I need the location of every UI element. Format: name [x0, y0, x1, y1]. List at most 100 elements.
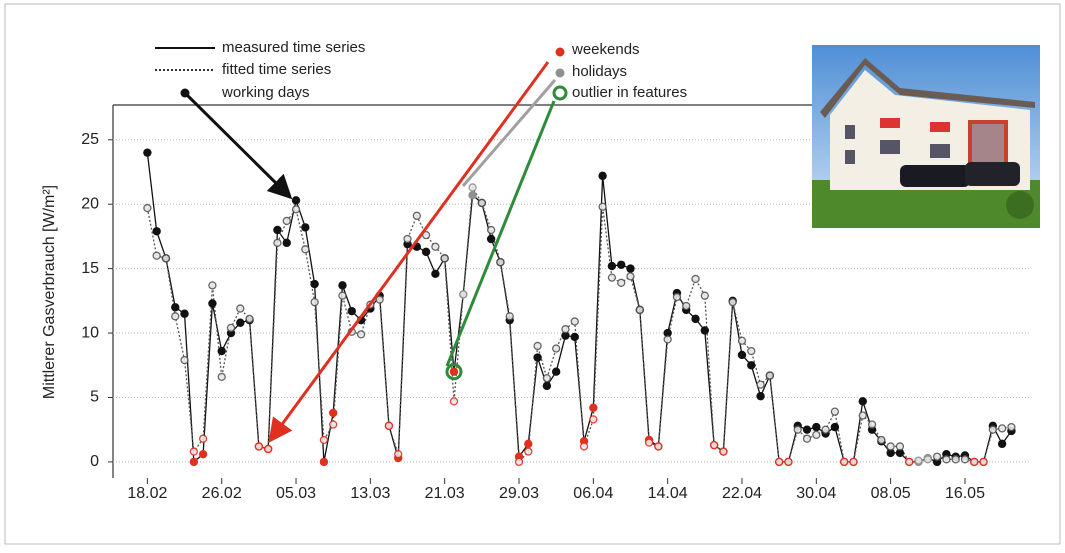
- data-point: [747, 361, 756, 370]
- data-point: [728, 297, 737, 307]
- data-point: [617, 278, 626, 287]
- data-point: [171, 303, 180, 312]
- data-point: [756, 391, 765, 401]
- data-point: [812, 430, 821, 439]
- photo: [812, 45, 1040, 228]
- data-point: [663, 335, 672, 344]
- data-point: [264, 444, 273, 454]
- data-point: [338, 281, 347, 290]
- legend-label: fitted time series: [222, 61, 331, 78]
- data-point: [329, 420, 338, 429]
- data-point: [709, 440, 719, 450]
- data-point: [579, 442, 589, 451]
- x-tick-label: 21.03: [425, 485, 465, 502]
- y-tick-label: 10: [81, 324, 99, 341]
- data-point: [245, 314, 254, 324]
- data-point: [570, 332, 579, 342]
- data-point: [672, 292, 682, 302]
- data-point: [598, 171, 607, 181]
- data-point: [310, 279, 319, 289]
- data-point: [849, 457, 858, 467]
- x-tick-label: 18.02: [127, 485, 167, 502]
- data-point: [830, 407, 840, 416]
- data-point: [338, 291, 347, 300]
- data-point: [375, 295, 384, 304]
- data-point: [524, 447, 533, 456]
- data-point: [1007, 422, 1016, 432]
- data-point: [626, 272, 635, 281]
- data-point: [644, 438, 654, 447]
- data-point: [979, 457, 988, 467]
- data-point: [514, 457, 524, 467]
- x-tick-label: 14.04: [648, 485, 688, 502]
- data-point: [217, 372, 226, 382]
- data-point: [171, 312, 180, 321]
- data-point: [236, 318, 245, 327]
- data-point: [700, 291, 709, 300]
- data-point: [570, 317, 579, 326]
- data-point: [282, 238, 291, 248]
- data-point: [189, 457, 199, 467]
- data-point: [319, 457, 329, 467]
- data-point: [793, 425, 802, 434]
- data-point: [226, 323, 236, 333]
- arrow: [268, 61, 550, 443]
- data-point: [682, 301, 691, 311]
- data-point: [431, 269, 440, 278]
- data-point: [886, 442, 895, 451]
- data-point: [468, 183, 477, 192]
- data-point: [663, 328, 672, 338]
- legend-label: working days: [221, 84, 310, 101]
- data-point: [970, 457, 979, 467]
- data-point: [254, 442, 264, 451]
- data-point: [152, 251, 161, 260]
- data-point: [533, 353, 542, 362]
- data-point: [505, 312, 514, 321]
- arrow: [461, 79, 557, 187]
- frame: [4, 3, 1061, 545]
- x-tick-label: 29.03: [499, 485, 539, 502]
- data-point: [997, 424, 1007, 433]
- data-point: [180, 309, 189, 318]
- x-tick-label: 26.02: [202, 485, 242, 502]
- data-point: [152, 227, 161, 236]
- data-point: [988, 425, 997, 434]
- legend-marker: [555, 47, 565, 57]
- data-point: [542, 381, 552, 391]
- data-point: [208, 281, 217, 290]
- data-point: [932, 452, 942, 461]
- data-point: [486, 234, 496, 244]
- data-point: [403, 234, 412, 244]
- data-point: [960, 455, 970, 464]
- data-point: [301, 245, 310, 254]
- data-point: [589, 403, 598, 412]
- data-point: [449, 367, 459, 376]
- data-point: [747, 346, 756, 356]
- data-point: [198, 449, 208, 459]
- data-point: [552, 344, 561, 353]
- data-point: [347, 306, 356, 316]
- arrow: [183, 91, 293, 200]
- data-point: [765, 371, 775, 380]
- data-point: [737, 336, 747, 345]
- data-point: [486, 225, 496, 235]
- data-point: [617, 260, 626, 269]
- data-point: [412, 211, 421, 220]
- data-point: [291, 205, 301, 214]
- data-point: [561, 325, 570, 334]
- data-point: [310, 297, 319, 307]
- data-point: [468, 190, 477, 200]
- data-point: [301, 223, 310, 232]
- data-point: [867, 420, 877, 429]
- data-point: [923, 455, 932, 464]
- data-point: [914, 456, 923, 465]
- data-point: [691, 274, 700, 284]
- data-point: [802, 425, 812, 434]
- data-point: [217, 346, 226, 356]
- legend-label: holidays: [572, 63, 627, 80]
- data-point: [905, 457, 914, 467]
- y-axis-label: Mittlerer Gasverbrauch [W/m²]: [41, 185, 58, 399]
- data-point: [356, 330, 366, 339]
- legend-marker: [555, 68, 565, 78]
